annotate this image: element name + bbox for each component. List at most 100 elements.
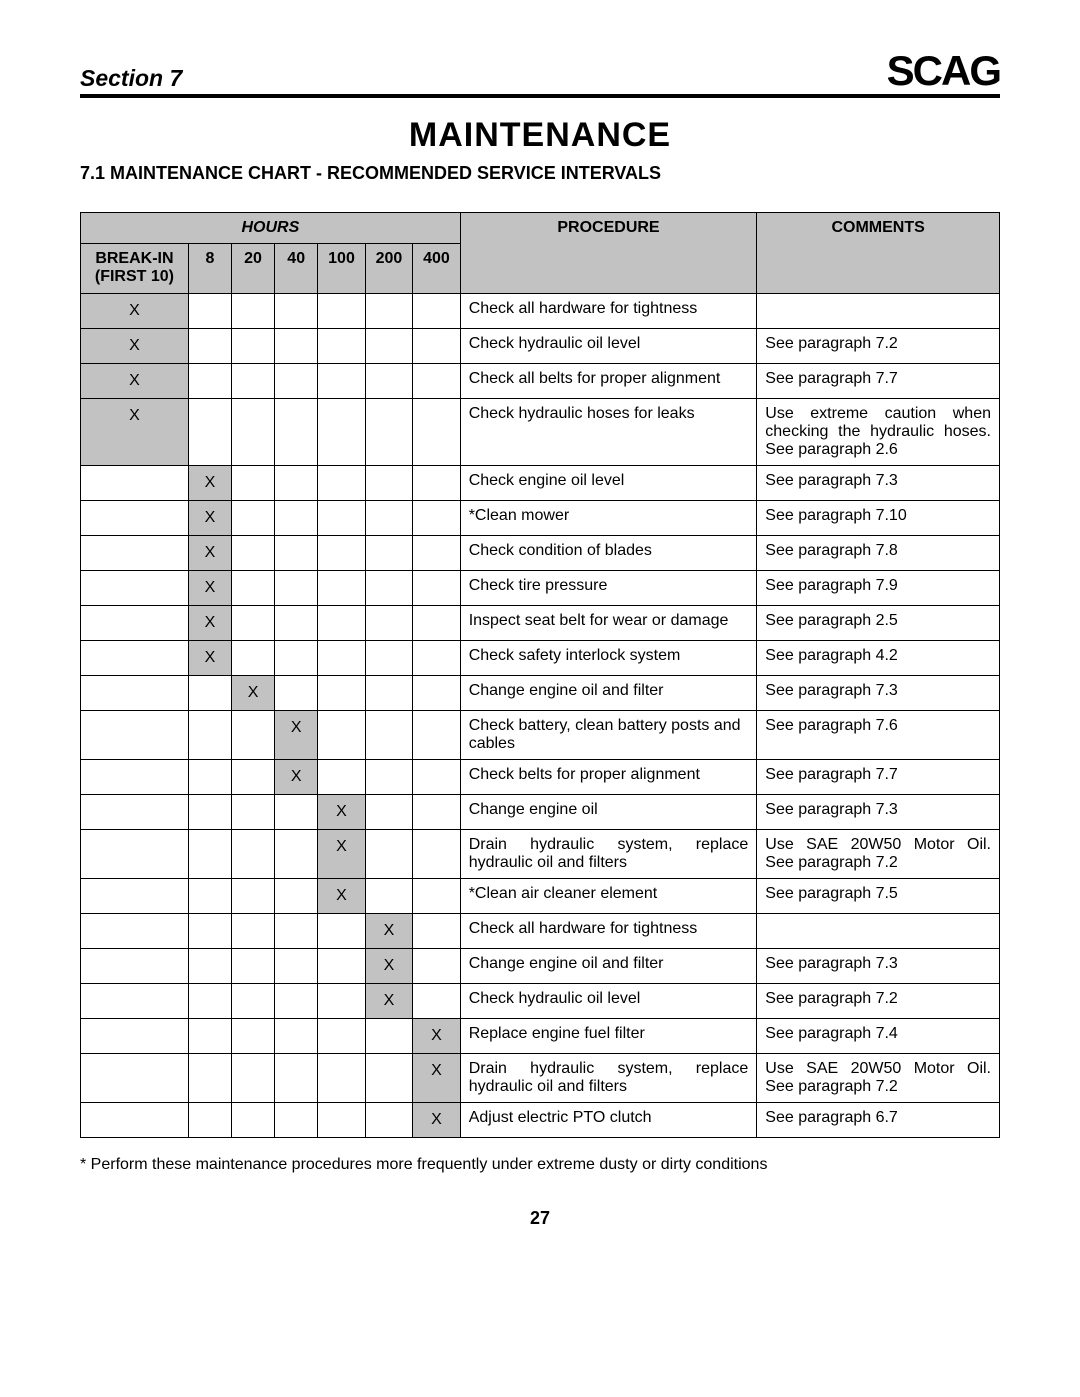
comments-cell: See paragraph 7.7 (757, 363, 1000, 398)
hour-cell (231, 293, 274, 328)
hour-col-1: 20 (231, 244, 274, 294)
hour-cell: X (275, 710, 318, 759)
hour-cell (231, 829, 274, 878)
table-row: XChange engine oil and filterSee paragra… (81, 948, 1000, 983)
hour-cell (365, 605, 412, 640)
table-row: XCheck hydraulic oil levelSee paragraph … (81, 983, 1000, 1018)
comments-cell: See paragraph 2.5 (757, 605, 1000, 640)
hour-cell: X (413, 1102, 461, 1137)
hour-cell (231, 570, 274, 605)
table-row: X Check engine oil levelSee paragraph 7.3 (81, 465, 1000, 500)
hour-col-3: 100 (318, 244, 365, 294)
hour-cell (231, 640, 274, 675)
hour-cell (188, 1018, 231, 1053)
hour-cell: X (81, 293, 189, 328)
hour-cell (413, 983, 461, 1018)
hour-cell (275, 605, 318, 640)
hour-cell (413, 465, 461, 500)
hour-cell (318, 465, 365, 500)
hour-cell (275, 465, 318, 500)
hour-cell (413, 878, 461, 913)
hour-cell (81, 640, 189, 675)
hour-cell (275, 983, 318, 1018)
hour-cell (231, 398, 274, 465)
hour-cell (275, 363, 318, 398)
hour-cell (275, 500, 318, 535)
hour-col-2: 40 (275, 244, 318, 294)
procedure-cell: Check hydraulic oil level (460, 983, 757, 1018)
comments-cell: See paragraph 4.2 (757, 640, 1000, 675)
hour-col-0: 8 (188, 244, 231, 294)
comments-cell: See paragraph 7.3 (757, 675, 1000, 710)
hour-cell (81, 710, 189, 759)
hour-cell (318, 1102, 365, 1137)
hour-cell (81, 570, 189, 605)
procedure-cell: Check belts for proper alignment (460, 759, 757, 794)
comments-cell: See paragraph 7.2 (757, 983, 1000, 1018)
hour-cell (231, 500, 274, 535)
hour-cell: X (188, 465, 231, 500)
hour-cell (81, 535, 189, 570)
comments-cell: See paragraph 7.7 (757, 759, 1000, 794)
table-row: XChange engine oilSee paragraph 7.3 (81, 794, 1000, 829)
hour-cell (275, 535, 318, 570)
comments-cell: See paragraph 7.8 (757, 535, 1000, 570)
hour-cell (365, 675, 412, 710)
hour-cell (81, 1053, 189, 1102)
hour-cell (318, 675, 365, 710)
hour-cell (275, 398, 318, 465)
hour-cell (231, 794, 274, 829)
comments-cell: See paragraph 7.5 (757, 878, 1000, 913)
hour-cell (318, 759, 365, 794)
hour-cell (231, 948, 274, 983)
procedure-cell: Change engine oil (460, 794, 757, 829)
table-row: XCheck condition of bladesSee paragraph … (81, 535, 1000, 570)
main-title: MAINTENANCE (80, 116, 1000, 155)
hour-cell (365, 328, 412, 363)
procedure-cell: Check hydraulic hoses for leaks (460, 398, 757, 465)
table-row: XCheck belts for proper alignmentSee par… (81, 759, 1000, 794)
hour-cell (81, 878, 189, 913)
hour-cell (413, 605, 461, 640)
hour-cell: X (318, 878, 365, 913)
comments-cell: See paragraph 7.10 (757, 500, 1000, 535)
hour-cell: X (188, 605, 231, 640)
hour-cell (81, 794, 189, 829)
hour-cell (318, 363, 365, 398)
hour-cell (231, 465, 274, 500)
procedure-cell: Drain hydraulic system, replace hydrauli… (460, 829, 757, 878)
comments-cell (757, 913, 1000, 948)
hour-cell (365, 710, 412, 759)
comments-cell: See paragraph 7.9 (757, 570, 1000, 605)
breakin-line1: BREAK-IN (95, 250, 173, 267)
hour-cell (318, 605, 365, 640)
table-row: XCheck tire pressureSee paragraph 7.9 (81, 570, 1000, 605)
hour-cell (413, 293, 461, 328)
hour-cell (413, 913, 461, 948)
hour-cell (413, 640, 461, 675)
hour-cell (318, 328, 365, 363)
hour-cell: X (81, 363, 189, 398)
hour-cell (413, 675, 461, 710)
hour-cell: X (188, 640, 231, 675)
hour-cell (81, 948, 189, 983)
hour-cell (188, 363, 231, 398)
hour-cell: X (188, 535, 231, 570)
hour-cell (365, 878, 412, 913)
procedure-cell: Check safety interlock system (460, 640, 757, 675)
comments-cell: Use SAE 20W50 Motor Oil. See paragraph 7… (757, 1053, 1000, 1102)
hour-cell (188, 983, 231, 1018)
hour-cell (81, 913, 189, 948)
hour-cell (318, 710, 365, 759)
procedure-cell: Check engine oil level (460, 465, 757, 500)
table-row: XCheck all belts for proper alignmentSee… (81, 363, 1000, 398)
hour-cell (275, 328, 318, 363)
procedure-cell: Check all hardware for tightness (460, 913, 757, 948)
table-row: XInspect seat belt for wear or damageSee… (81, 605, 1000, 640)
comments-cell: See paragraph 7.4 (757, 1018, 1000, 1053)
table-row: XAdjust electric PTO clutchSee paragraph… (81, 1102, 1000, 1137)
comments-cell: See paragraph 7.3 (757, 465, 1000, 500)
footnote: * Perform these maintenance procedures m… (80, 1156, 1000, 1174)
hour-cell (365, 759, 412, 794)
hour-cell (81, 759, 189, 794)
